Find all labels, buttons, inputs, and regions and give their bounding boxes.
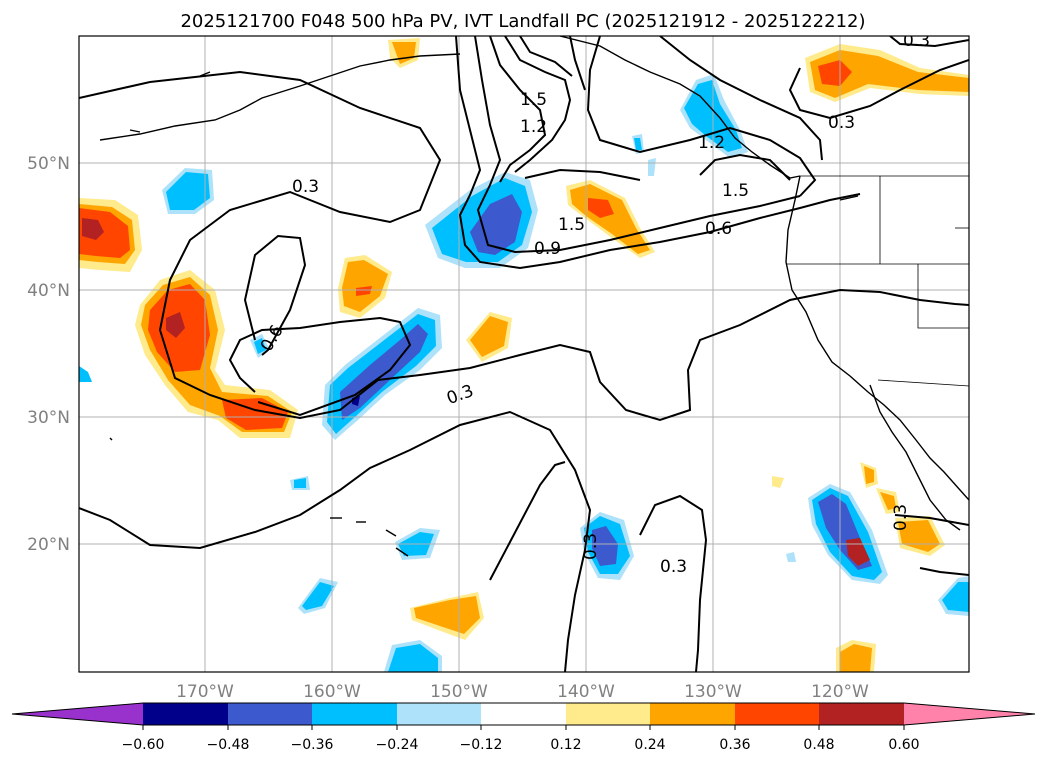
shade-negative xyxy=(388,644,438,672)
lon-label: 160°W xyxy=(303,682,361,702)
shade-positive xyxy=(840,644,872,672)
shade-negative xyxy=(634,138,642,150)
colorbar-segment xyxy=(481,703,566,725)
shade-negative xyxy=(294,478,306,488)
shade-positive xyxy=(470,316,508,357)
shade-negative xyxy=(79,366,92,382)
colorbar-tick-label: 0.12 xyxy=(550,737,581,753)
shade-positive xyxy=(772,476,784,488)
pv-contours xyxy=(79,36,969,672)
colorbar-tick-label: −0.60 xyxy=(122,737,165,753)
colorbar-segment xyxy=(228,703,312,725)
contour-label: 0.3 xyxy=(660,557,687,577)
colorbar-tick-label: 0.48 xyxy=(803,737,834,753)
contour-label: 1.5 xyxy=(520,90,547,110)
shade-negative xyxy=(846,538,870,566)
colorbar-segment xyxy=(397,703,481,725)
contour-label: 0.3 xyxy=(891,504,911,531)
colorbar-segment xyxy=(312,703,397,725)
shade-positive xyxy=(810,50,969,98)
colorbar-tick-label: 0.36 xyxy=(719,737,750,753)
lat-labels: 50°N 40°N 30°N 20°N xyxy=(27,154,70,555)
shade-positive xyxy=(414,596,480,634)
contour-label: 0.9 xyxy=(534,239,561,259)
lat-label: 30°N xyxy=(27,408,70,428)
coastlines xyxy=(99,36,969,557)
lon-label: 140°W xyxy=(557,682,615,702)
lon-label: 120°W xyxy=(811,682,869,702)
shade-positive xyxy=(864,466,874,484)
shade-negative xyxy=(302,582,334,610)
shade-positive xyxy=(166,312,185,338)
contour-label: 0.3 xyxy=(903,31,930,51)
colorbar-extend-low xyxy=(12,703,143,725)
contour-label: 1.2 xyxy=(520,117,547,137)
colorbar-segment xyxy=(566,703,650,725)
map-title: 2025121700 F048 500 hPa PV, IVT Landfall… xyxy=(180,11,865,32)
colorbar-segment xyxy=(735,703,819,725)
contour-label: 1.5 xyxy=(558,215,585,235)
lat-label: 20°N xyxy=(27,535,70,555)
contour-label: 1.2 xyxy=(698,133,725,153)
shade-positive xyxy=(82,218,104,240)
colorbar-tick-labels: −0.60 −0.48 −0.36 −0.24 −0.12 0.12 0.24 … xyxy=(122,737,920,753)
political-borders xyxy=(786,175,969,387)
colorbar-ticks xyxy=(142,725,905,730)
shade-negative xyxy=(166,172,210,210)
lon-labels: 170°W 160°W 150°W 140°W 130°W 120°W xyxy=(176,682,869,702)
colorbar-segment xyxy=(650,703,735,725)
colorbar-segment xyxy=(143,703,228,725)
lon-label: 170°W xyxy=(176,682,234,702)
shade-positive xyxy=(588,198,614,218)
shade-positive xyxy=(880,492,896,510)
contour-label: 0.3 xyxy=(828,113,855,133)
contour-label: 1.5 xyxy=(722,181,749,201)
shade-negative xyxy=(254,338,266,354)
shade-negative xyxy=(592,526,618,566)
colorbar-tick-label: −0.48 xyxy=(207,737,250,753)
lat-label: 40°N xyxy=(27,281,70,301)
shade-negative xyxy=(340,324,428,420)
contour-label: 0.3 xyxy=(292,177,319,197)
colorbar-tick-label: 0.24 xyxy=(634,737,665,753)
colorbar-tick-label: −0.12 xyxy=(460,737,503,753)
lon-label: 150°W xyxy=(430,682,488,702)
colorbar-tick-label: 0.60 xyxy=(888,737,919,753)
shaded-fields xyxy=(79,38,969,672)
shade-negative xyxy=(470,194,522,255)
colorbar: −0.60 −0.48 −0.36 −0.24 −0.12 0.12 0.24 … xyxy=(11,702,1036,753)
shade-positive xyxy=(818,60,852,86)
colorbar-extend-high xyxy=(904,703,1035,725)
colorbar-segment xyxy=(819,703,904,725)
contour-label: 0.6 xyxy=(705,219,732,239)
contour-label: 0.3 xyxy=(581,533,601,560)
colorbar-tick-label: −0.36 xyxy=(291,737,334,753)
shade-positive xyxy=(342,260,388,312)
colorbar-tick-label: −0.24 xyxy=(376,737,419,753)
shade-negative xyxy=(942,582,969,612)
map-panel: 0.3 1.5 1.2 1.2 0.3 1.5 1.5 0.6 0.9 0.6 … xyxy=(27,31,970,702)
lat-label: 50°N xyxy=(27,154,70,174)
shade-negative xyxy=(786,552,796,562)
map-frame xyxy=(78,35,970,673)
gridlines xyxy=(79,36,969,672)
shade-positive xyxy=(356,286,372,296)
lon-label: 130°W xyxy=(684,682,742,702)
